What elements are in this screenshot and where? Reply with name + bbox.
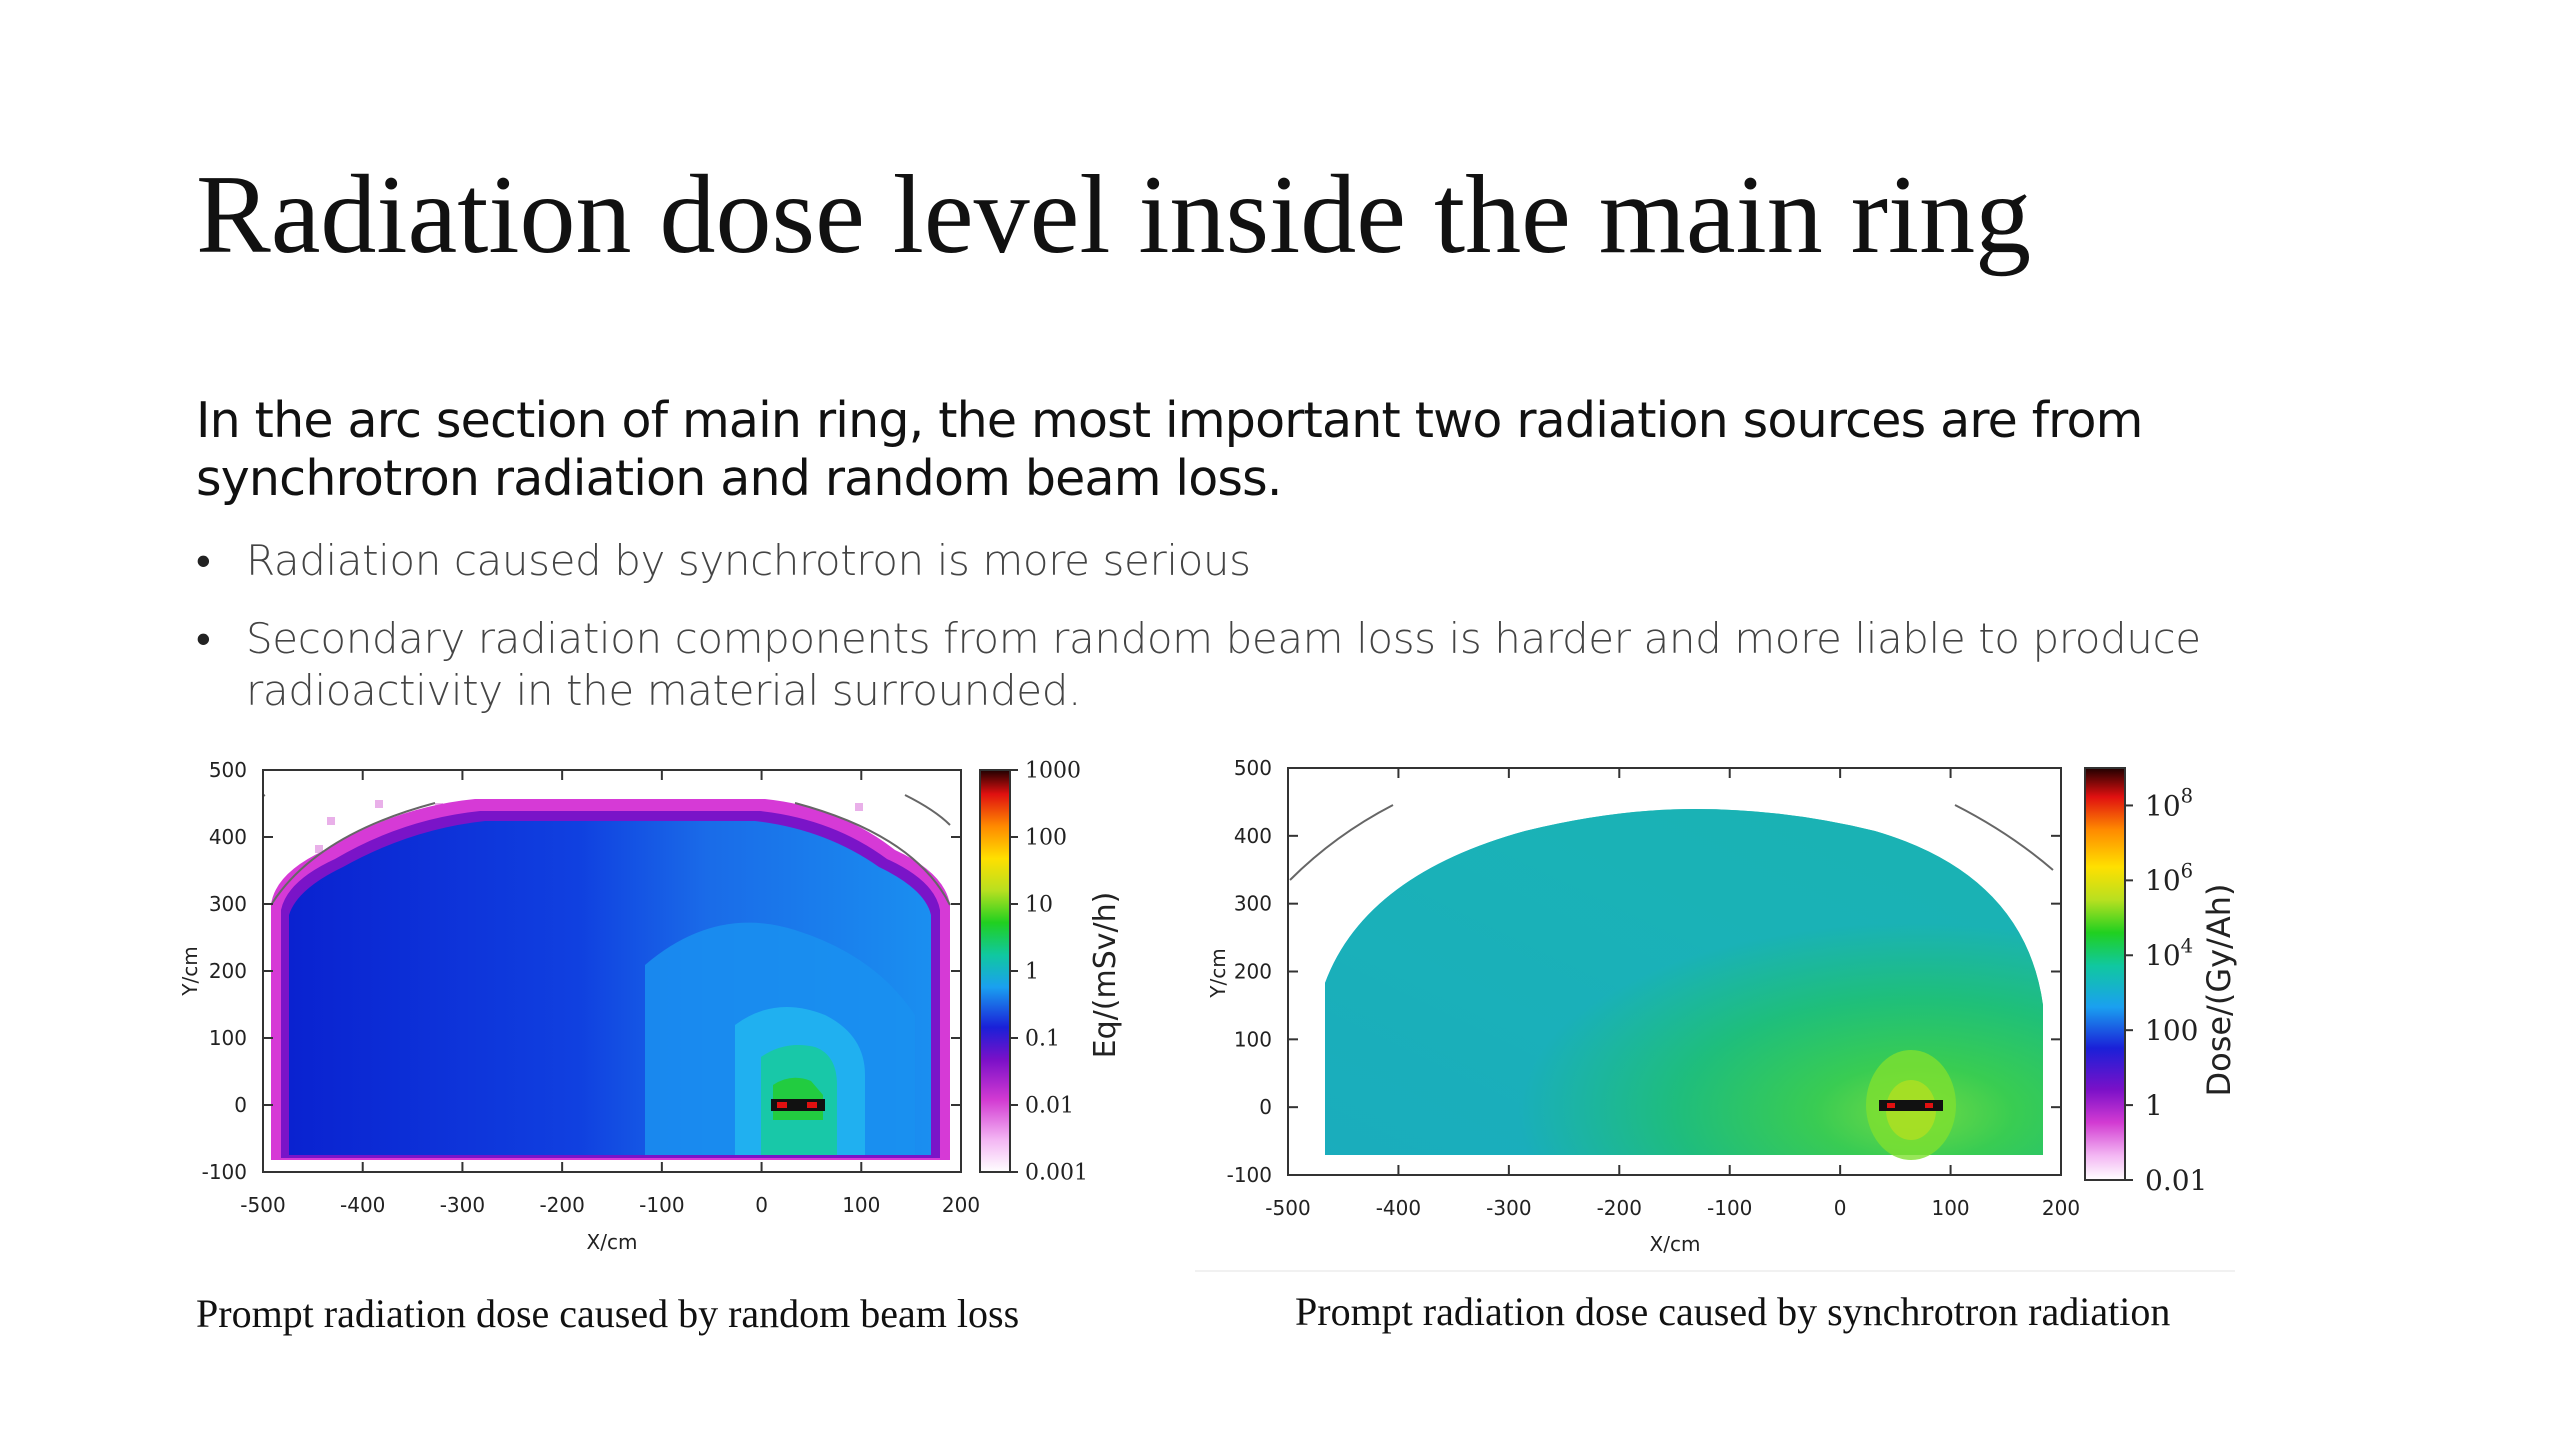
slide-title: Radiation dose level inside the main rin… [196, 153, 2032, 277]
colorbar-tick-label: 104 [2145, 934, 2193, 972]
x-tick-label: 100 [842, 1193, 880, 1217]
y-tick-label: 500 [1234, 756, 1272, 780]
y-tick-label: 100 [1234, 1027, 1272, 1051]
heatmap-beam-loss: -500 -400 -300 -200 -100 0 100 200 500400300200… [178, 758, 1123, 1254]
y-tick-label: 200 [1234, 960, 1272, 984]
bullet-dot-icon: • [196, 536, 211, 585]
heatmap-synchrotron: -500 -400 -300 -200 -100 0 100 200 500 400 300 200… [1206, 756, 2238, 1256]
y-axis-ticks: 500 400 300 200 100 0 -100 [202, 758, 961, 1184]
x-tick-label: -300 [440, 1193, 485, 1217]
heatmap-field [1289, 804, 2054, 1160]
colorbar-tick-label: 0.001 [1025, 1161, 1088, 1186]
x-tick-label: 200 [942, 1193, 980, 1217]
figure-caption-synchrotron: Prompt radiation dose caused by synchrot… [1295, 1289, 2171, 1334]
y-tick-label: 100 [209, 1026, 247, 1050]
colorbar-ticks: 1000 100 10 1 0.1 0.01 0.001 [1010, 759, 1088, 1186]
y-axis-ticks: 500 400 300 200 100 0 -100 [1227, 756, 2061, 1187]
colorbar-tick-label: 0.01 [2145, 1164, 2207, 1197]
colorbar-tick-label: 100 [1025, 826, 1067, 851]
y-tick-label: 0 [234, 1093, 247, 1117]
colorbar-tick-label: 106 [2145, 860, 2193, 898]
y-tick-label: 200 [209, 959, 247, 983]
x-tick-label: -400 [1376, 1196, 1421, 1220]
y-tick-label: 400 [1234, 824, 1272, 848]
colorbar-tick-label: 1000 [1025, 759, 1081, 784]
colorbar-tick-label: 1 [1025, 960, 1039, 985]
caption-divider [1195, 1270, 2235, 1272]
figure-beam-loss: -500 -400 -300 -200 -100 0 100 200 500 400 300 200… [175, 755, 1155, 1275]
bullet-list: • Radiation caused by synchrotron is mor… [196, 535, 2346, 743]
y-tick-label: 300 [1234, 892, 1272, 916]
colorbar-label: Eq/(mSv/h) [1088, 892, 1123, 1059]
colorbar-tick-label: 1 [2145, 1089, 2163, 1122]
x-tick-label: -100 [639, 1193, 684, 1217]
y-tick-label: 400 [209, 825, 247, 849]
x-tick-label: -500 [240, 1193, 285, 1217]
figure-synchrotron: -500 -400 -300 -200 -100 0 100 200 500 400 300 200… [1195, 755, 2275, 1275]
bullet-text: Radiation caused by synchrotron is more … [246, 536, 1251, 585]
colorbar-ticks: 108 106 104 100 1 0.01 [2125, 785, 2207, 1197]
bullet-item: • Secondary radiation components from ra… [196, 613, 2346, 717]
colorbar-label: Dose/(Gy/Ah) [2200, 883, 2238, 1096]
x-tick-label: 200 [2042, 1196, 2080, 1220]
colorbar [979, 769, 1011, 1173]
y-tick-label: 500 [209, 758, 247, 782]
x-tick-label: -200 [1597, 1196, 1642, 1220]
x-tick-label: -500 [1265, 1196, 1310, 1220]
x-axis-label: X/cm [1650, 1232, 1701, 1256]
y-tick-label: -100 [202, 1160, 247, 1184]
colorbar-tick-label: 0.01 [1025, 1094, 1074, 1119]
x-tick-label: 0 [1834, 1196, 1847, 1220]
bullet-item: • Radiation caused by synchrotron is mor… [196, 535, 2346, 587]
colorbar-tick-label: 100 [2145, 1014, 2198, 1047]
colorbar [2084, 767, 2126, 1181]
y-axis-label: Y/cm [178, 946, 202, 996]
x-tick-label: -100 [1707, 1196, 1752, 1220]
x-tick-label: -300 [1486, 1196, 1531, 1220]
figure-caption-beam-loss: Prompt radiation dose caused by random b… [196, 1291, 1020, 1336]
x-tick-label: 100 [1931, 1196, 1969, 1220]
x-axis-ticks: -500 -400 -300 -200 -100 0 100 200 [240, 770, 980, 1217]
intro-paragraph: In the arc section of main ring, the mos… [196, 392, 2143, 507]
x-axis-ticks: -500 -400 -300 -200 -100 0 100 200 [1265, 768, 2080, 1220]
x-tick-label: -400 [340, 1193, 385, 1217]
bullet-dot-icon: • [196, 614, 211, 663]
y-tick-label: -100 [1227, 1163, 1272, 1187]
colorbar-tick-label: 0.1 [1025, 1027, 1060, 1052]
colorbar-tick-label: 10 [1025, 893, 1053, 918]
heatmap-field [263, 794, 951, 1160]
x-tick-label: -200 [539, 1193, 584, 1217]
y-tick-label: 0 [1259, 1095, 1272, 1119]
x-tick-label: 0 [755, 1193, 768, 1217]
bullet-text: Secondary radiation components from rand… [246, 614, 2201, 715]
y-axis-label: Y/cm [1206, 948, 1230, 998]
colorbar-tick-label: 108 [2145, 785, 2193, 823]
y-tick-label: 300 [209, 892, 247, 916]
x-axis-label: X/cm [587, 1230, 638, 1254]
